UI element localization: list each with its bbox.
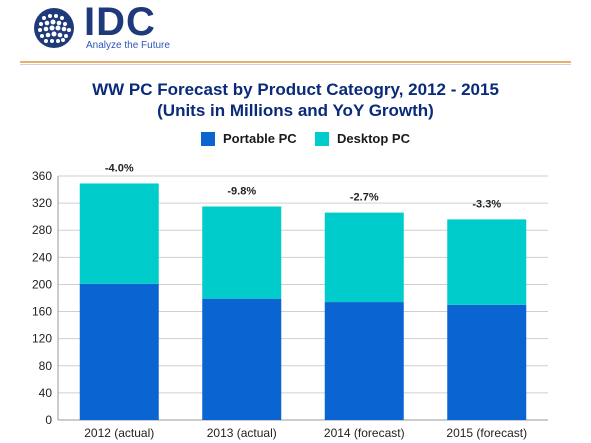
legend-label-portable: Portable PC: [223, 131, 297, 146]
growth-label: -3.3%: [472, 198, 501, 210]
chart-labels: -4.0% 2012 (actual) -9.8% 2013 (actual) -2.7…: [84, 162, 527, 440]
y-tick-label: 80: [39, 359, 53, 373]
chart-title: WW PC Forecast by Product Cateogry, 2012…: [92, 80, 499, 99]
y-tick-label: 0: [45, 413, 52, 427]
bar-desktop: [202, 206, 282, 299]
chart-subtitle: (Units in Millions and YoY Growth): [157, 101, 434, 120]
y-tick-label: 320: [32, 196, 52, 210]
header-divider-secondary: [20, 64, 571, 65]
growth-label: -4.0%: [105, 162, 134, 174]
header-divider: [20, 61, 571, 63]
chart-legend: Portable PC Desktop PC: [0, 131, 591, 151]
bar-desktop: [79, 183, 159, 284]
x-tick-label: 2015 (forecast): [446, 426, 527, 440]
legend-swatch-portable: [201, 132, 215, 146]
bar-portable: [79, 283, 159, 420]
y-tick-label: 280: [32, 223, 52, 237]
y-tick-label: 360: [32, 169, 52, 183]
chart-title-block: WW PC Forecast by Product Cateogry, 2012…: [0, 79, 591, 121]
y-tick-label: 120: [32, 332, 52, 346]
bar-desktop: [447, 219, 527, 305]
idc-logo: IDC Analyze the Future: [32, 0, 182, 51]
y-tick-label: 240: [32, 250, 52, 264]
idc-wordmark: IDC: [84, 0, 156, 44]
legend-label-desktop: Desktop PC: [337, 131, 410, 146]
legend-swatch-desktop: [315, 132, 329, 146]
growth-label: -2.7%: [350, 192, 379, 204]
idc-globe-icon: [34, 8, 74, 48]
y-tick-label: 200: [32, 277, 52, 291]
y-tick-label: 40: [39, 386, 53, 400]
bar-portable: [447, 304, 527, 420]
bar-desktop: [324, 212, 404, 303]
x-tick-label: 2013 (actual): [207, 426, 277, 440]
y-tick-label: 160: [32, 305, 52, 319]
x-tick-label: 2012 (actual): [84, 426, 154, 440]
x-tick-label: 2014 (forecast): [324, 426, 405, 440]
growth-label: -9.8%: [227, 186, 256, 198]
bar-portable: [324, 302, 404, 420]
bars: [79, 183, 527, 420]
idc-tagline: Analyze the Future: [86, 40, 170, 51]
bar-portable: [202, 298, 282, 420]
